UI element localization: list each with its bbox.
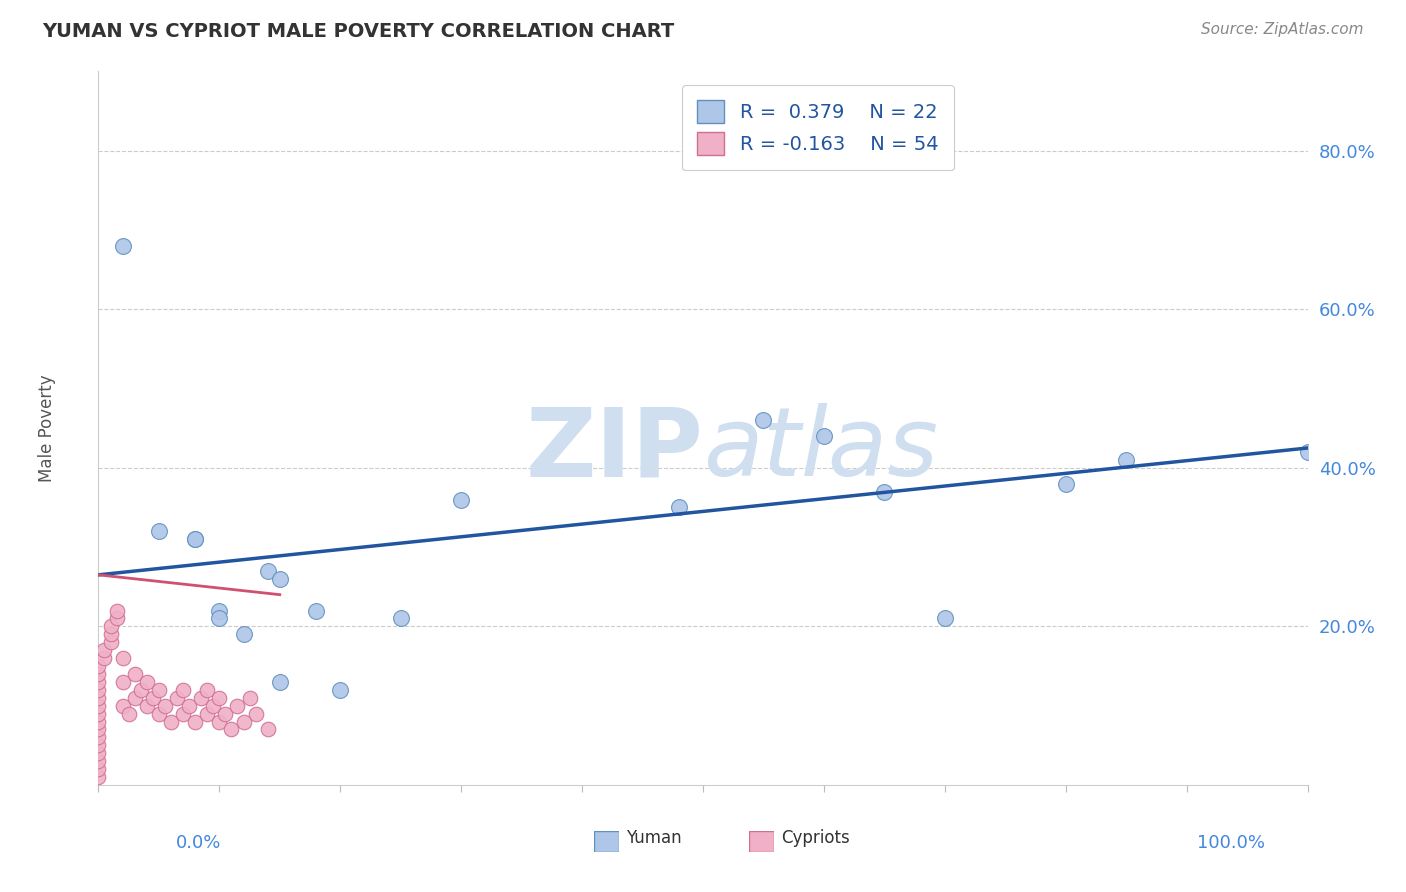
Point — [105, 611, 128, 625]
Point — [269, 674, 291, 689]
Text: ZIP: ZIP — [524, 403, 703, 496]
Text: Yuman: Yuman — [627, 830, 682, 847]
Point — [142, 690, 165, 705]
Point — [100, 619, 122, 633]
Point — [239, 690, 262, 705]
Point — [752, 413, 775, 427]
Point — [148, 706, 170, 721]
Point — [87, 706, 110, 721]
Point — [87, 714, 110, 729]
Point — [1296, 445, 1319, 459]
Point — [87, 659, 110, 673]
Point — [87, 739, 110, 753]
Point — [87, 754, 110, 768]
Point — [87, 674, 110, 689]
Point — [232, 714, 254, 729]
Point — [87, 690, 110, 705]
Point — [87, 682, 110, 697]
Point — [226, 698, 249, 713]
Point — [184, 532, 207, 546]
Point — [111, 651, 134, 665]
Point — [208, 603, 231, 617]
Text: 0.0%: 0.0% — [176, 834, 221, 852]
Point — [305, 603, 328, 617]
Point — [269, 572, 291, 586]
Point — [934, 611, 956, 625]
Text: atlas: atlas — [703, 403, 938, 496]
Point — [148, 682, 170, 697]
Point — [245, 706, 267, 721]
Point — [100, 635, 122, 649]
Point — [389, 611, 412, 625]
Point — [208, 611, 231, 625]
Point — [135, 698, 157, 713]
Point — [208, 690, 231, 705]
Point — [813, 429, 835, 443]
Point — [160, 714, 183, 729]
Legend: R =  0.379    N = 22, R = -0.163    N = 54: R = 0.379 N = 22, R = -0.163 N = 54 — [682, 85, 955, 170]
Point — [195, 682, 218, 697]
Point — [87, 731, 110, 745]
Point — [87, 698, 110, 713]
Point — [105, 603, 128, 617]
Point — [195, 706, 218, 721]
Point — [93, 643, 115, 657]
Point — [135, 674, 157, 689]
Text: Cypriots: Cypriots — [782, 830, 849, 847]
Point — [87, 762, 110, 776]
Point — [184, 714, 207, 729]
Point — [87, 770, 110, 784]
Point — [111, 674, 134, 689]
Text: 100.0%: 100.0% — [1198, 834, 1265, 852]
Point — [256, 564, 278, 578]
Point — [873, 484, 896, 499]
Point — [148, 524, 170, 539]
Point — [172, 682, 194, 697]
Text: Male Poverty: Male Poverty — [38, 375, 56, 482]
Point — [87, 723, 110, 737]
Point — [129, 682, 152, 697]
Text: Source: ZipAtlas.com: Source: ZipAtlas.com — [1201, 22, 1364, 37]
Point — [202, 698, 225, 713]
Point — [221, 723, 243, 737]
Point — [184, 532, 207, 546]
Point — [153, 698, 176, 713]
Point — [190, 690, 212, 705]
Point — [179, 698, 201, 713]
Point — [172, 706, 194, 721]
Point — [208, 714, 231, 729]
Point — [329, 682, 352, 697]
Point — [166, 690, 188, 705]
Point — [100, 627, 122, 641]
Point — [111, 698, 134, 713]
Point — [232, 627, 254, 641]
Point — [87, 667, 110, 681]
Point — [1054, 476, 1077, 491]
Point — [668, 500, 690, 515]
Point — [93, 651, 115, 665]
Point — [450, 492, 472, 507]
Point — [87, 746, 110, 760]
Point — [124, 690, 146, 705]
Text: YUMAN VS CYPRIOT MALE POVERTY CORRELATION CHART: YUMAN VS CYPRIOT MALE POVERTY CORRELATIO… — [42, 22, 675, 41]
Point — [111, 239, 134, 253]
Point — [124, 667, 146, 681]
Point — [1115, 453, 1137, 467]
Point — [118, 706, 141, 721]
Point — [256, 723, 278, 737]
Point — [214, 706, 236, 721]
